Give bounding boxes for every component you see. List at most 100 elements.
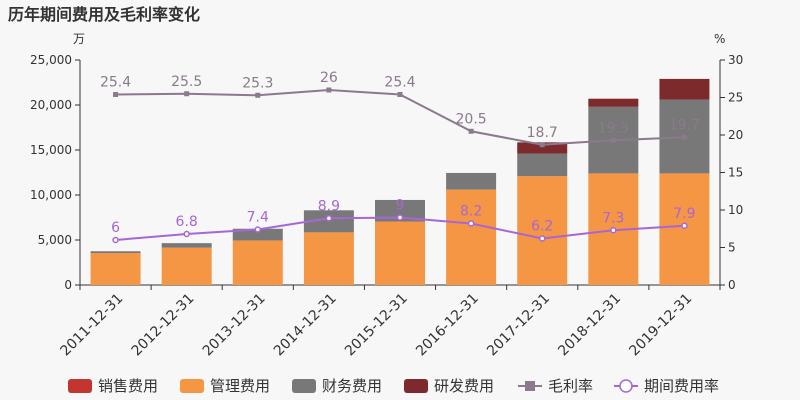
x-tick-label: 2013-12-31 (200, 291, 269, 360)
bar-segment (517, 176, 568, 285)
data-label: 20.5 (456, 111, 487, 127)
x-tick-label: 2015-12-31 (342, 291, 411, 360)
bar-segment (446, 189, 497, 285)
left-axis-unit: 万 (73, 32, 85, 46)
data-label: 25.3 (242, 75, 273, 91)
bar-segment (517, 153, 568, 177)
x-tick-label: 2012-12-31 (129, 291, 198, 360)
legend-item[interactable]: 销售费用 (68, 377, 158, 395)
line-point (326, 87, 332, 93)
line-point (113, 92, 119, 97)
line-point (681, 134, 687, 140)
bar-segment (232, 228, 283, 241)
line-point (396, 214, 404, 221)
right-tick-label: 20 (728, 128, 743, 142)
legend-item[interactable]: 管理费用 (180, 377, 270, 395)
legend-marker (525, 381, 535, 391)
legend-item[interactable]: 毛利率 (518, 377, 593, 395)
left-tick-label: 0 (64, 278, 72, 292)
legend-marker (619, 379, 633, 393)
lines: 25.4 25.5 25.3 26 25.4 20.5 18.7 19.3 19.7 6 6.8 7.… (100, 70, 700, 244)
bar-segment (375, 199, 425, 222)
x-tick-label: 2011-12-31 (58, 291, 127, 360)
x-tick-label: 2014-12-31 (271, 291, 340, 360)
line-point (681, 222, 688, 229)
line-point (183, 230, 190, 238)
line-point (325, 215, 333, 222)
right-tick-label: 0 (728, 278, 736, 292)
legend[interactable]: 销售费用 管理费用 财务费用 研发费用 毛利率 期间费用率 (68, 377, 719, 395)
line-point (539, 142, 545, 148)
right-tick-label: 25 (728, 91, 743, 105)
line-point (538, 235, 546, 242)
data-label: 7.3 (602, 210, 624, 226)
line-point (255, 92, 261, 98)
x-tick-label: 2018-12-31 (555, 291, 624, 360)
bar-segment (517, 142, 568, 154)
left-tick-label: 5,000 (38, 233, 72, 247)
bar-segment (303, 232, 354, 285)
data-label: 19.3 (598, 120, 629, 136)
line-point (610, 137, 616, 143)
data-label: 7.4 (247, 210, 269, 226)
data-label: 6 (111, 220, 120, 236)
data-label: 25.4 (384, 75, 415, 91)
data-label: 18.7 (527, 125, 558, 141)
data-label: 25.4 (100, 75, 131, 91)
data-label: 9 (396, 198, 405, 214)
chart-title: 历年期间费用及毛利率变化 (8, 5, 200, 24)
bar-segment (161, 247, 212, 285)
legend-swatch (404, 379, 428, 393)
bar-segment (659, 78, 710, 100)
line-point (467, 220, 475, 227)
left-tick-label: 15,000 (30, 143, 72, 157)
legend-swatch (292, 379, 316, 393)
right-tick-label: 15 (728, 166, 743, 180)
bar-segment (446, 172, 497, 190)
left-tick-label: 10,000 (30, 188, 72, 202)
data-label: 7.9 (673, 206, 695, 222)
data-label: 8.9 (318, 198, 340, 214)
bar-segment (659, 173, 710, 285)
data-label: 19.7 (669, 117, 700, 133)
right-tick-label: 10 (728, 203, 743, 217)
right-tick-label: 5 (728, 241, 736, 255)
bar-segment (90, 251, 141, 254)
x-tick-label: 2019-12-31 (626, 291, 695, 360)
line-point (112, 236, 119, 244)
line-point (610, 227, 617, 234)
bar-segment (90, 253, 141, 285)
right-tick-label: 30 (728, 53, 743, 67)
line-point (254, 226, 262, 233)
legend-label: 毛利率 (548, 377, 593, 395)
bar-segment (375, 221, 425, 285)
x-tick-label: 2017-12-31 (484, 291, 553, 360)
bar-segment (161, 243, 212, 248)
line-point (184, 91, 190, 97)
bar-segment (588, 98, 639, 107)
bar-segment (232, 240, 283, 285)
data-label: 6.2 (531, 219, 553, 235)
legend-label: 期间费用率 (644, 377, 719, 395)
legend-swatch (68, 379, 92, 393)
legend-label: 财务费用 (322, 377, 382, 395)
left-tick-label: 20,000 (30, 98, 72, 112)
legend-item[interactable]: 研发费用 (404, 377, 494, 395)
x-tick-label: 2016-12-31 (413, 291, 482, 360)
legend-label: 管理费用 (210, 377, 270, 395)
data-label: 8.2 (460, 204, 482, 220)
line-point (468, 128, 474, 134)
data-label: 6.8 (176, 214, 198, 230)
data-label: 25.5 (171, 74, 202, 90)
right-axis-unit: % (714, 32, 725, 46)
legend-label: 销售费用 (98, 377, 158, 395)
data-label: 26 (320, 70, 338, 86)
legend-item[interactable]: 财务费用 (292, 377, 382, 395)
legend-label: 研发费用 (434, 377, 494, 395)
bars (90, 78, 710, 285)
line-point (397, 92, 403, 97)
left-tick-label: 25,000 (30, 53, 72, 67)
legend-item[interactable]: 期间费用率 (614, 377, 719, 395)
legend-swatch (180, 379, 204, 393)
